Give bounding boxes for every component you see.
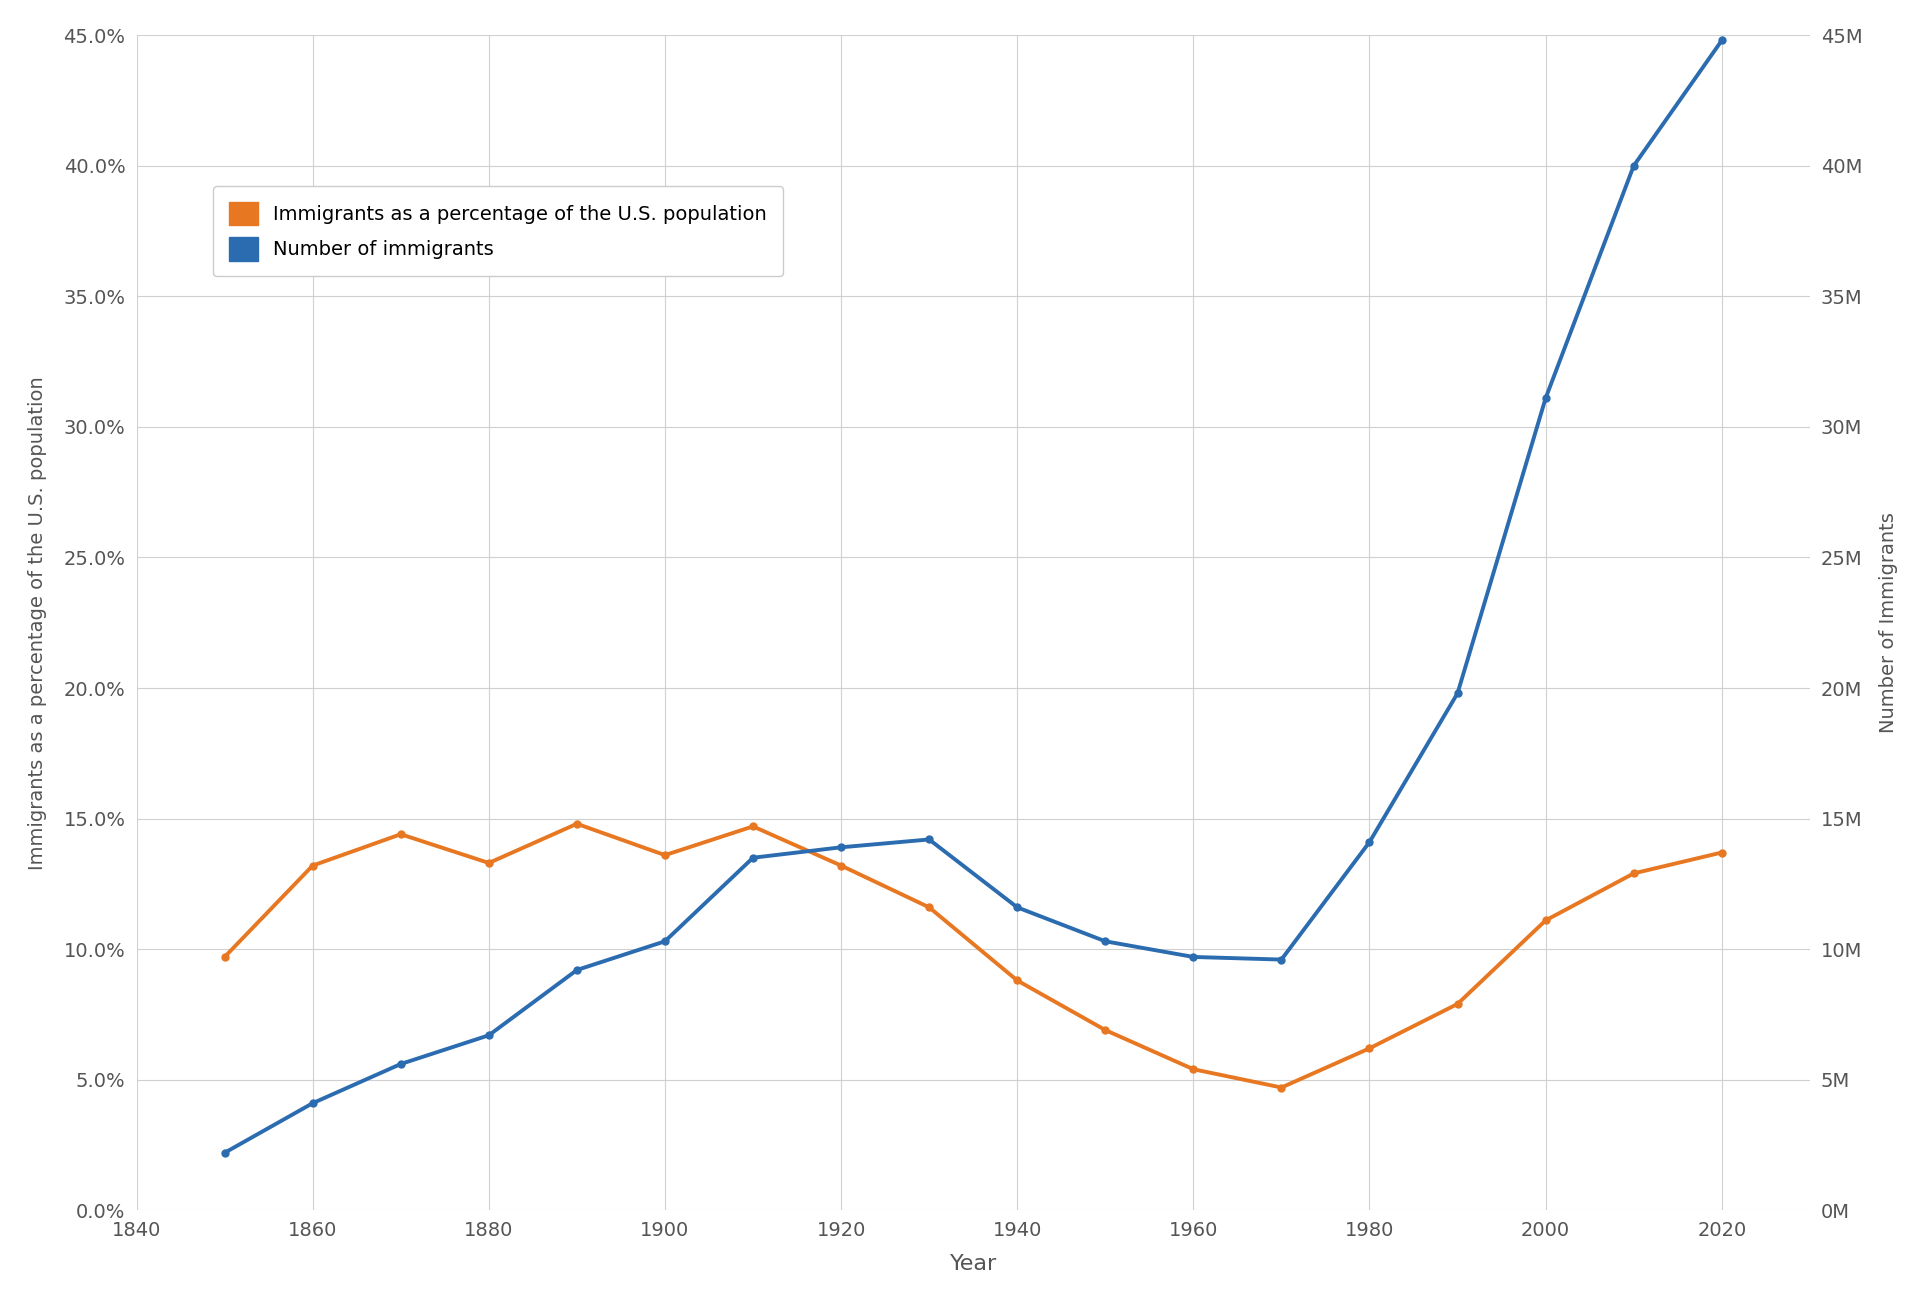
Number of immigrants bbox=[1446, 685, 1470, 700]
Number of immigrants bbox=[1183, 949, 1206, 965]
Y-axis label: Immigrants as a percentage of the U.S. population: Immigrants as a percentage of the U.S. p… bbox=[27, 376, 46, 870]
Number of immigrants bbox=[300, 1095, 324, 1111]
Immigrants as a percentage of the U.S. population bbox=[653, 848, 676, 863]
Immigrants as a percentage of the U.S. population bbox=[1446, 996, 1470, 1012]
Immigrants as a percentage of the U.S. population bbox=[830, 858, 853, 874]
Number of immigrants bbox=[214, 1144, 237, 1160]
Immigrants as a percentage of the U.S. population bbox=[214, 949, 237, 965]
Line: Number of immigrants: Number of immigrants bbox=[221, 36, 1726, 1156]
Immigrants as a percentage of the U.S. population bbox=[300, 858, 324, 874]
Immigrants as a percentage of the U.S. population bbox=[1535, 913, 1558, 928]
X-axis label: Year: Year bbox=[950, 1254, 998, 1275]
Number of immigrants bbox=[1535, 391, 1558, 406]
Number of immigrants bbox=[1005, 900, 1028, 915]
Y-axis label: Number of Immigrants: Number of Immigrants bbox=[1880, 512, 1899, 733]
Number of immigrants bbox=[566, 962, 589, 978]
Immigrants as a percentage of the U.S. population bbox=[1710, 845, 1733, 861]
Number of immigrants bbox=[1358, 835, 1381, 850]
Immigrants as a percentage of the U.S. population bbox=[478, 855, 501, 871]
Immigrants as a percentage of the U.S. population bbox=[742, 819, 765, 835]
Number of immigrants bbox=[653, 934, 676, 949]
Number of immigrants bbox=[1622, 158, 1645, 173]
Number of immigrants bbox=[1269, 952, 1292, 967]
Number of immigrants bbox=[1094, 934, 1117, 949]
Immigrants as a percentage of the U.S. population bbox=[1183, 1061, 1206, 1077]
Number of immigrants bbox=[1710, 33, 1733, 48]
Immigrants as a percentage of the U.S. population bbox=[566, 816, 589, 832]
Immigrants as a percentage of the U.S. population bbox=[389, 827, 412, 842]
Legend: Immigrants as a percentage of the U.S. population, Number of immigrants: Immigrants as a percentage of the U.S. p… bbox=[214, 186, 782, 276]
Immigrants as a percentage of the U.S. population bbox=[1622, 866, 1645, 881]
Number of immigrants bbox=[478, 1027, 501, 1043]
Immigrants as a percentage of the U.S. population bbox=[1269, 1079, 1292, 1095]
Immigrants as a percentage of the U.S. population bbox=[917, 900, 940, 915]
Immigrants as a percentage of the U.S. population bbox=[1358, 1040, 1381, 1056]
Number of immigrants bbox=[917, 832, 940, 848]
Immigrants as a percentage of the U.S. population bbox=[1005, 973, 1028, 988]
Line: Immigrants as a percentage of the U.S. population: Immigrants as a percentage of the U.S. p… bbox=[221, 820, 1726, 1091]
Number of immigrants bbox=[742, 850, 765, 866]
Number of immigrants bbox=[830, 840, 853, 855]
Number of immigrants bbox=[389, 1056, 412, 1072]
Immigrants as a percentage of the U.S. population bbox=[1094, 1022, 1117, 1038]
